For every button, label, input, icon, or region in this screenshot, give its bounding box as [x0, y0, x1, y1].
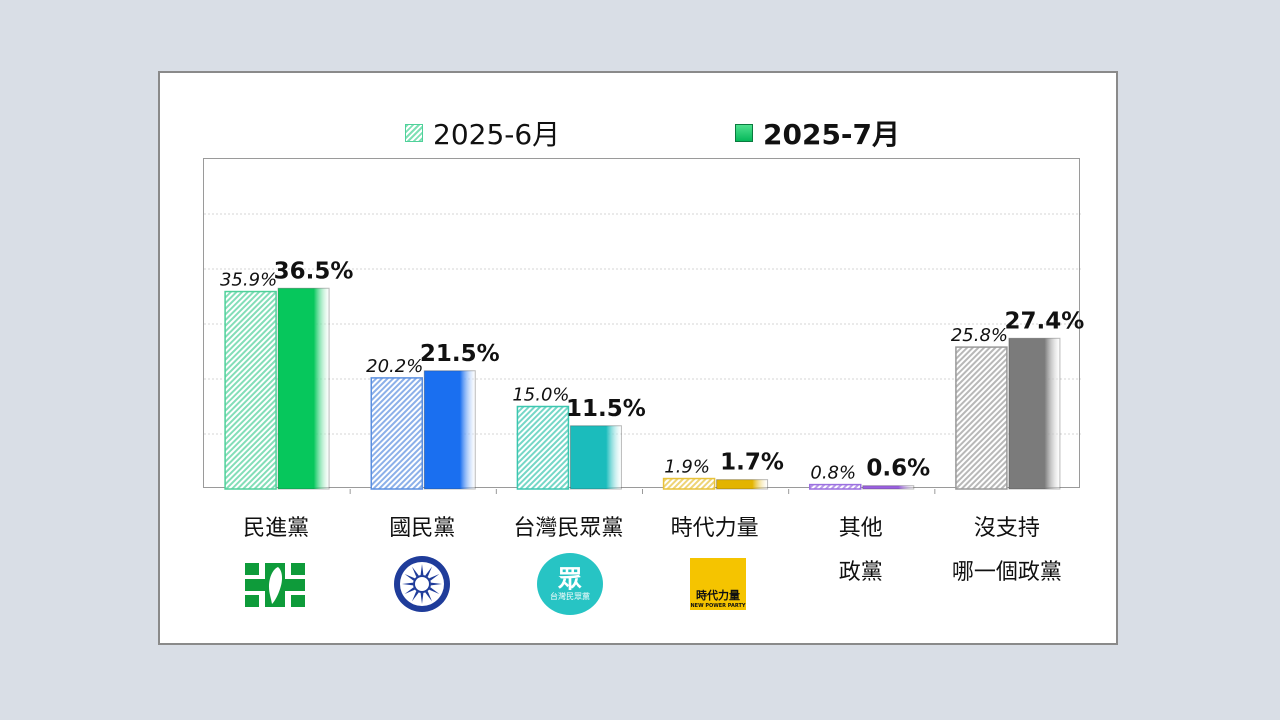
legend-swatch-july	[735, 124, 753, 142]
dpp-logo-icon	[245, 563, 305, 607]
data-label-july: 27.4%	[1005, 308, 1085, 334]
kmt-ray	[428, 574, 440, 581]
data-label-july: 11.5%	[566, 396, 646, 422]
kmt-ray	[404, 574, 416, 581]
npp-logo-text: 時代力量	[696, 589, 740, 602]
bar-july	[716, 479, 769, 490]
bar-june	[809, 483, 862, 490]
category-label-line: 民進黨	[243, 516, 310, 541]
legend-item-june: 2025-6月	[405, 113, 560, 153]
kmt-ray	[412, 566, 419, 578]
data-label-june: 35.9%	[220, 270, 277, 291]
data-label-july: 0.6%	[866, 456, 930, 482]
kmt-ray	[402, 582, 414, 586]
category-label-line: 沒支持	[973, 516, 1040, 541]
bar-june	[516, 405, 570, 490]
npp-logo-subtitle: NEW POWER PARTY	[690, 603, 746, 609]
category-label-line: 台灣民眾黨	[513, 516, 624, 541]
category-label: 台灣民眾黨	[495, 507, 641, 551]
kmt-ray	[412, 590, 419, 602]
kmt-ray	[428, 587, 440, 594]
data-label-july: 36.5%	[274, 258, 354, 284]
category-label-line: 時代力量	[670, 516, 759, 541]
chart-panel: 2025-6月 2025-7月 35.9% 36.5% 20.2% 21.5% 15.0…	[158, 71, 1118, 645]
tpp-logo-icon: 眾 台灣民眾黨	[537, 553, 603, 615]
kmt-ray	[425, 566, 432, 578]
legend-label-june: 2025-6月	[433, 118, 561, 151]
bar-july	[277, 287, 330, 490]
bar-july	[1008, 337, 1061, 490]
category-label-line: 政黨	[838, 560, 883, 585]
tpp-logo-text: 眾	[558, 565, 582, 593]
plot-area: 35.9% 36.5% 20.2% 21.5% 15.0% 11.5% 1.9% 1.7% 0.…	[203, 158, 1084, 494]
legend-label-july: 2025-7月	[763, 118, 901, 151]
data-label-june: 20.2%	[366, 356, 423, 377]
bar-june	[662, 477, 716, 490]
category-label-line: 哪一個政黨	[951, 560, 1062, 585]
category-label: 沒支持 哪一個政黨	[934, 507, 1080, 595]
kmt-ray	[430, 582, 442, 586]
category-label: 國民黨	[349, 507, 495, 551]
data-label-june: 1.9%	[664, 457, 710, 478]
category-label: 其他 政黨	[788, 507, 934, 595]
bar-june	[955, 346, 1008, 490]
bar-june	[224, 290, 277, 490]
bar-july	[862, 485, 915, 490]
kmt-logo-icon	[394, 556, 450, 612]
data-label-june: 15.0%	[512, 385, 569, 406]
legend-swatch-june	[405, 124, 423, 142]
kmt-ray	[425, 590, 432, 602]
tpp-logo-subtitle: 台灣民眾黨	[550, 592, 590, 601]
kmt-ray	[404, 587, 416, 594]
data-label-july: 21.5%	[420, 341, 500, 367]
data-label-june: 0.8%	[810, 463, 856, 484]
data-label-june: 25.8%	[951, 325, 1008, 346]
category-label-line: 其他	[838, 516, 883, 541]
bar-july	[423, 370, 476, 490]
npp-logo-icon: 時代力量 NEW POWER PARTY	[690, 558, 746, 610]
bar-june	[370, 377, 423, 490]
data-label-july: 1.7%	[720, 450, 784, 476]
category-label: 時代力量	[642, 507, 788, 551]
kmt-ray	[420, 592, 424, 604]
category-label-line: 國民黨	[389, 516, 456, 541]
legend-item-july: 2025-7月	[735, 113, 900, 153]
bar-july	[569, 425, 622, 490]
category-label: 民進黨	[203, 507, 349, 551]
chart-svg: 35.9%36.5% 20.2%21.5% 15.0%11.5% 1.9% 1.7% 0.…	[204, 213, 1084, 494]
kmt-ray	[420, 564, 424, 576]
